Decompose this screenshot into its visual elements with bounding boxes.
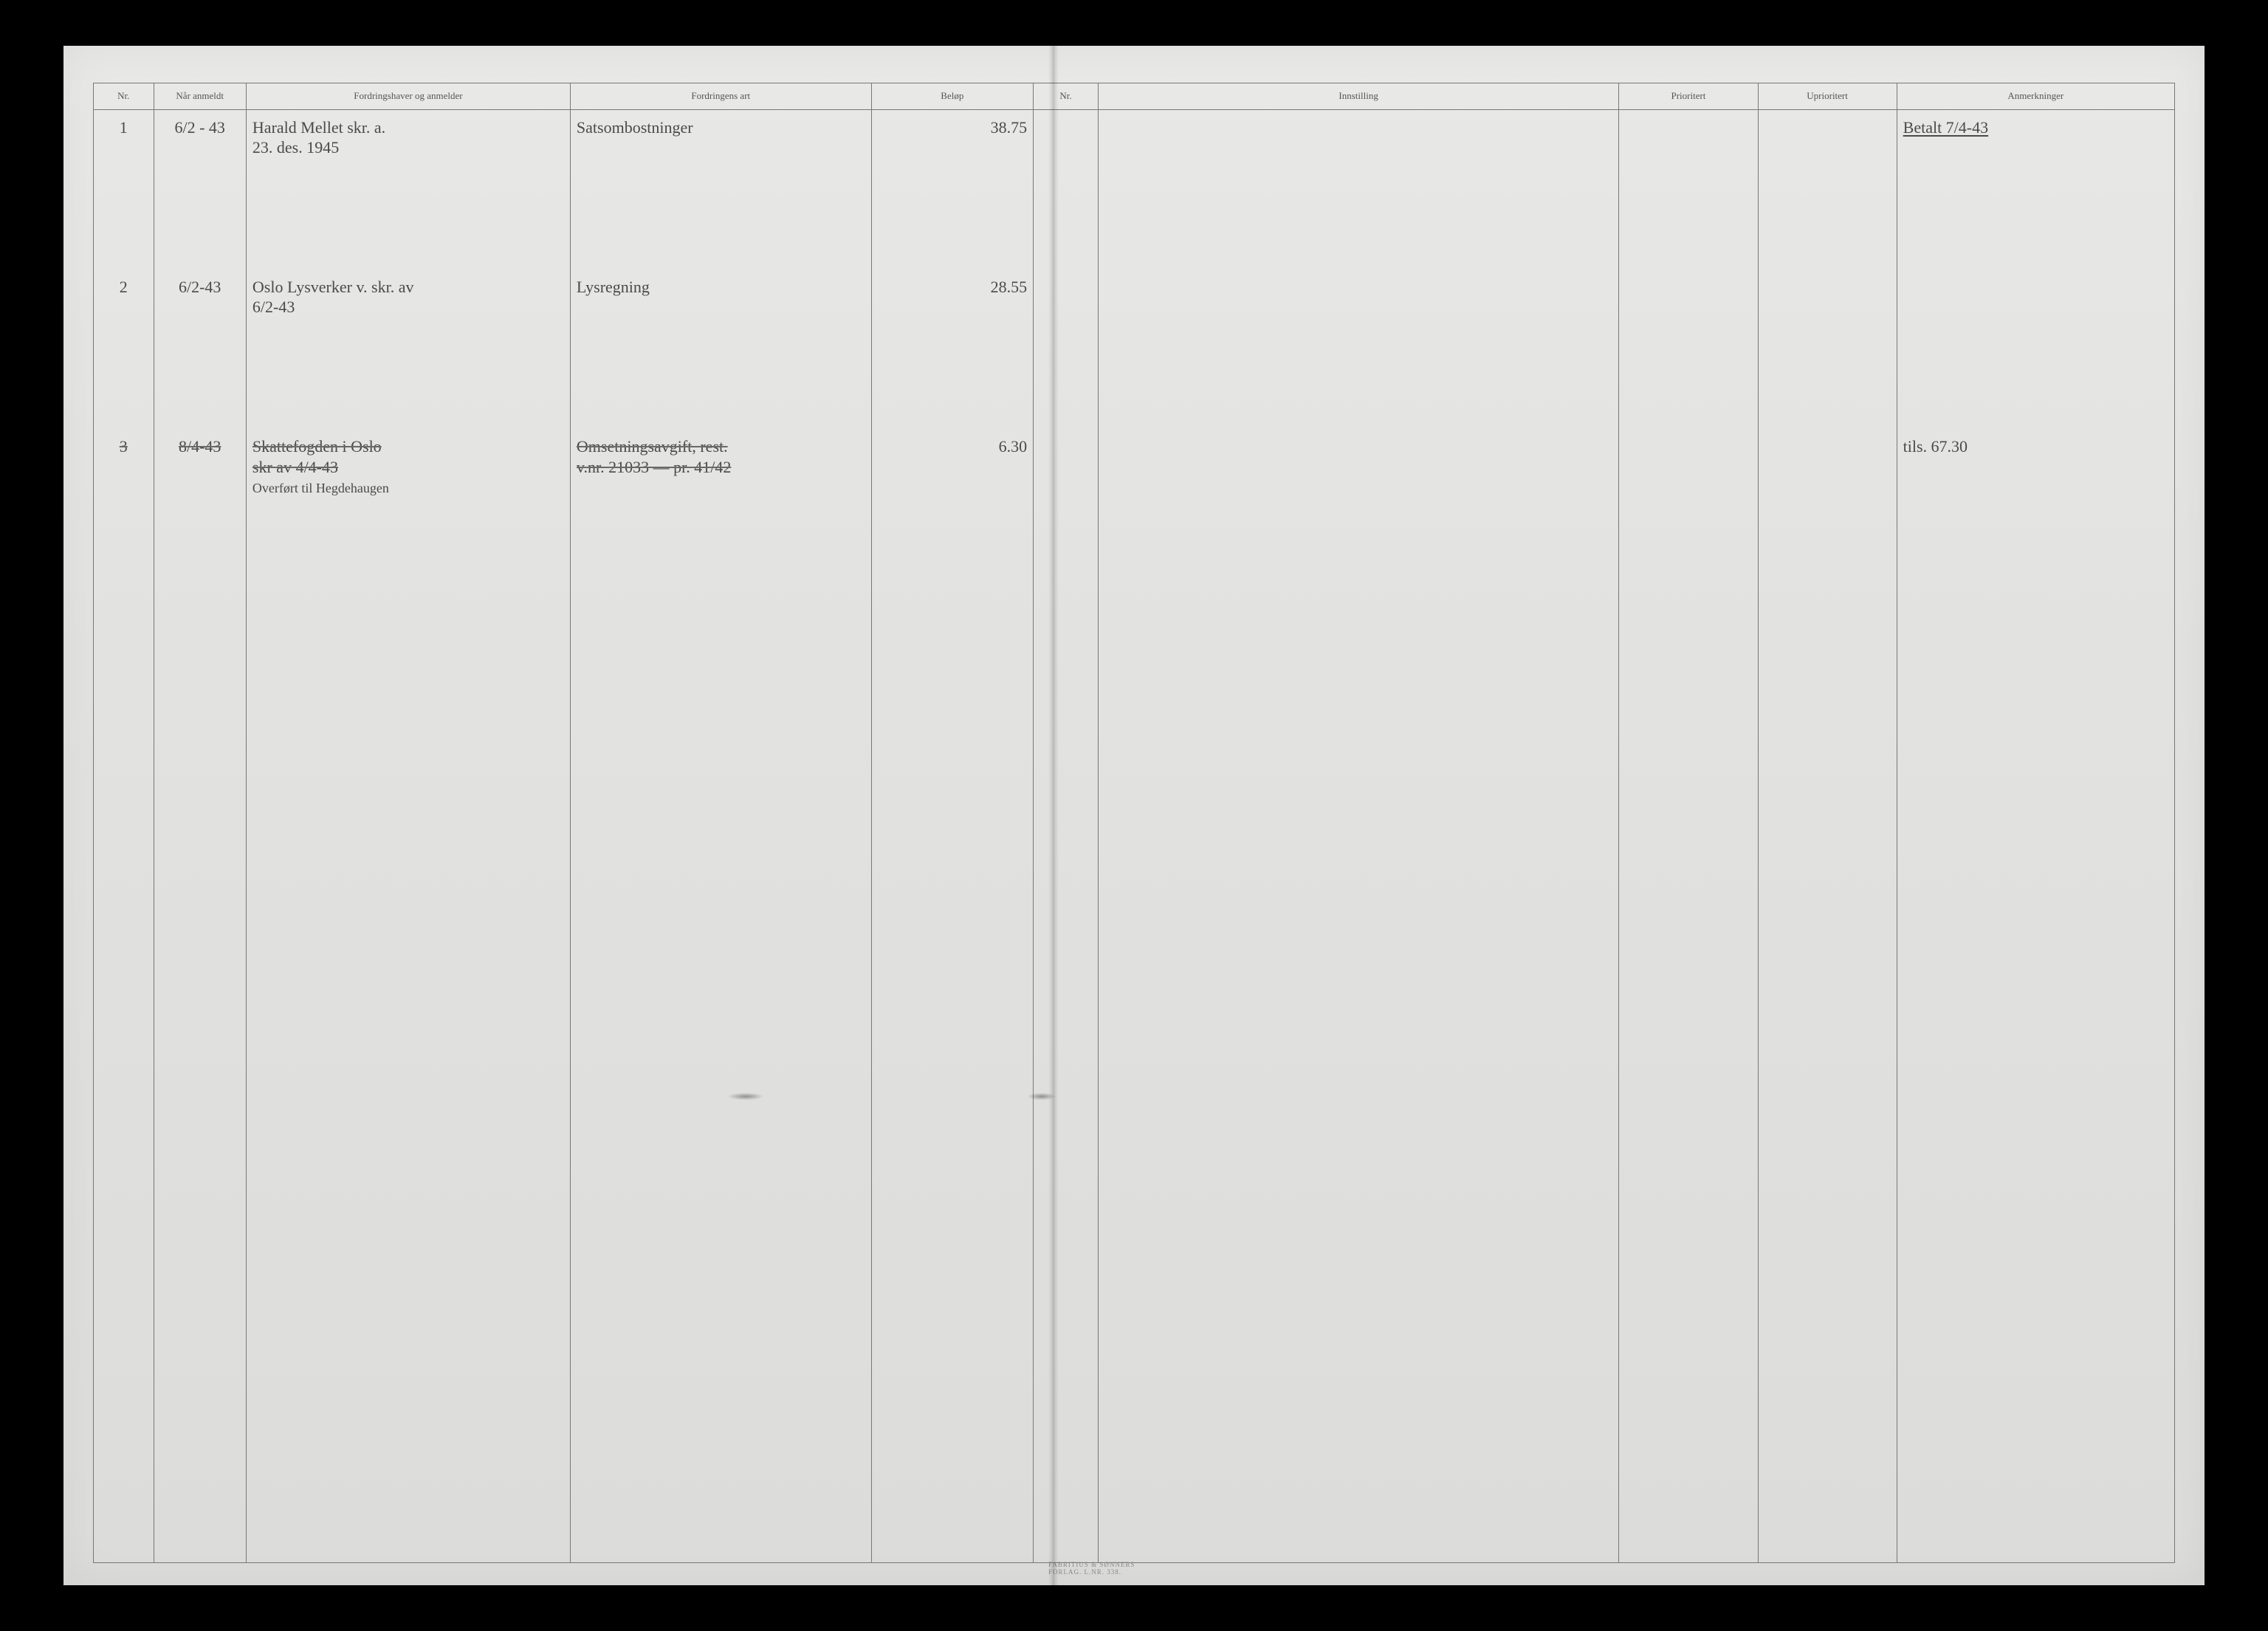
table-row: 1 6/2 - 43 Harald Mellet skr. a. 23. des… xyxy=(94,109,2175,269)
col-header-prioritert: Prioritert xyxy=(1619,83,1758,109)
ledger-page: Nr. Når anmeldt Fordringshaver og anmeld… xyxy=(63,46,2205,1585)
cell-nr2 xyxy=(1034,109,1099,269)
cell-nr: 3 xyxy=(94,429,154,618)
cell-nr2 xyxy=(1034,429,1099,618)
ledger-table: Nr. Når anmeldt Fordringshaver og anmeld… xyxy=(93,83,2175,1563)
cell-nr2 xyxy=(1034,269,1099,430)
col-header-innstilling: Innstilling xyxy=(1098,83,1619,109)
col-header-nar: Når anmeldt xyxy=(154,83,246,109)
header-row: Nr. Når anmeldt Fordringshaver og anmeld… xyxy=(94,83,2175,109)
cell-date: 8/4-43 xyxy=(154,429,246,618)
cell-prioritert xyxy=(1619,429,1758,618)
cell-date: 6/2-43 xyxy=(154,269,246,430)
cell-prioritert xyxy=(1619,269,1758,430)
col-header-art: Fordringens art xyxy=(570,83,871,109)
printer-footer: Fabritius & Sønners Forlag. L.nr. 338. xyxy=(1048,1561,1135,1577)
cell-art: Satsombostninger xyxy=(570,109,871,269)
cell-nr: 1 xyxy=(94,109,154,269)
cell-uprioritert xyxy=(1758,269,1897,430)
table-row-empty xyxy=(94,618,2175,1562)
cell-creditor: Oslo Lysverker v. skr. av 6/2-43 xyxy=(246,269,570,430)
creditor-struck: Skattefogden i Oslo skr av 4/4-43 xyxy=(252,437,382,476)
remark-text: Betalt 7/4-43 xyxy=(1903,118,1988,137)
cell-innstilling xyxy=(1098,429,1619,618)
cell-belop: 28.55 xyxy=(871,269,1034,430)
cell-nr: 2 xyxy=(94,269,154,430)
cell-anmerkninger xyxy=(1897,269,2174,430)
col-header-belop: Beløp xyxy=(871,83,1034,109)
cell-belop: 38.75 xyxy=(871,109,1034,269)
footer-line1: Fabritius & Sønners xyxy=(1048,1561,1135,1569)
cell-art: Lysregning xyxy=(570,269,871,430)
ledger-body: 1 6/2 - 43 Harald Mellet skr. a. 23. des… xyxy=(94,109,2175,1562)
cell-creditor: Harald Mellet skr. a. 23. des. 1945 xyxy=(246,109,570,269)
footer-line2: Forlag. L.nr. 338. xyxy=(1048,1568,1135,1576)
cell-date: 6/2 - 43 xyxy=(154,109,246,269)
col-header-nr: Nr. xyxy=(94,83,154,109)
cell-creditor: Skattefogden i Oslo skr av 4/4-43 Overfø… xyxy=(246,429,570,618)
cell-prioritert xyxy=(1619,109,1758,269)
cell-innstilling xyxy=(1098,109,1619,269)
cell-art: Omsetningsavgift, rest. v.nr. 21033 — pr… xyxy=(570,429,871,618)
cell-anmerkninger: Betalt 7/4-43 xyxy=(1897,109,2174,269)
col-header-uprioritert: Uprioritert xyxy=(1758,83,1897,109)
cell-anmerkninger: tils. 67.30 xyxy=(1897,429,2174,618)
cell-uprioritert xyxy=(1758,429,1897,618)
creditor-extra: Overført til Hegdehaugen xyxy=(252,481,389,495)
col-header-nr2: Nr. xyxy=(1034,83,1099,109)
col-header-anmerkninger: Anmerkninger xyxy=(1897,83,2174,109)
cell-uprioritert xyxy=(1758,109,1897,269)
cell-belop: 6.30 xyxy=(871,429,1034,618)
table-row: 2 6/2-43 Oslo Lysverker v. skr. av 6/2-4… xyxy=(94,269,2175,430)
col-header-creditor: Fordringshaver og anmelder xyxy=(246,83,570,109)
table-row: 3 8/4-43 Skattefogden i Oslo skr av 4/4-… xyxy=(94,429,2175,618)
cell-innstilling xyxy=(1098,269,1619,430)
